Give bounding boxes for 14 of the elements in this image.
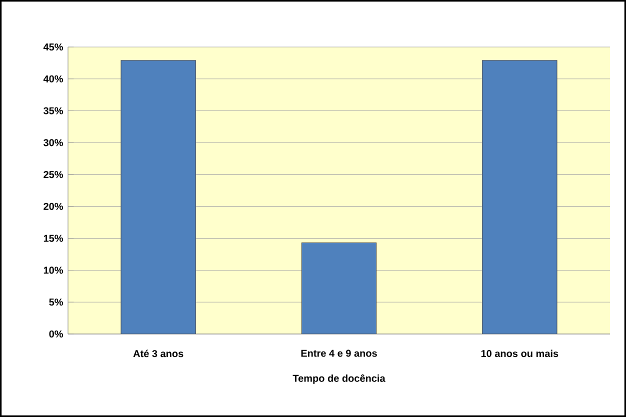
y-tick-label: 25% bbox=[44, 171, 64, 178]
y-tick-label: 15% bbox=[44, 234, 64, 242]
x-tick-label: 10 anos ou mais bbox=[481, 350, 558, 358]
y-tick-label: 5% bbox=[49, 298, 64, 306]
y-tick-label: 30% bbox=[44, 139, 64, 146]
y-tick-label: 45% bbox=[43, 43, 64, 51]
y-tick-label: 0% bbox=[49, 330, 64, 338]
x-tick-label: Até 3 anos bbox=[133, 350, 184, 358]
x-axis-title: Tempo de docência bbox=[292, 374, 386, 384]
y-tick-label: 40% bbox=[43, 75, 64, 82]
x-tick-label: Entre 4 e 9 anos bbox=[301, 350, 377, 357]
y-tick-label: 35% bbox=[44, 107, 64, 114]
y-tick-label: 10% bbox=[44, 266, 64, 274]
y-tick-label: 20% bbox=[44, 202, 64, 210]
